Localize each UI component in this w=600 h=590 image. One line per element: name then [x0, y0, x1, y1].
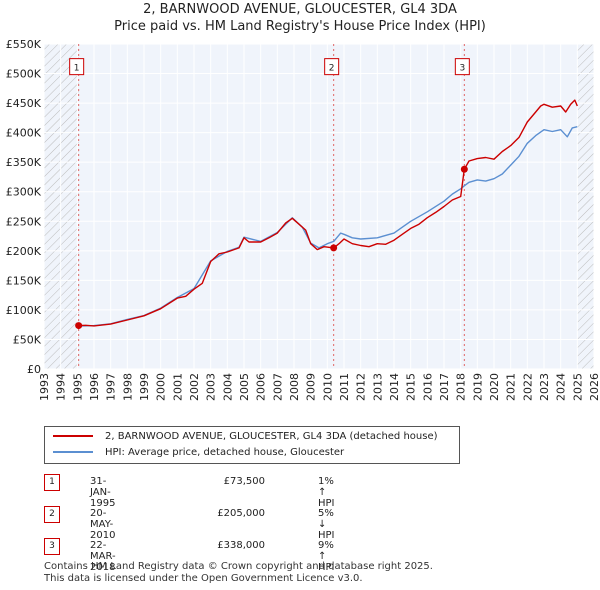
y-tick-label: £200K [6, 245, 42, 258]
transaction-label-text: 1 [74, 64, 80, 74]
transaction-marker-1: 1 [44, 474, 60, 491]
x-tick-label: 2014 [388, 373, 401, 401]
series-line-property [78, 99, 578, 327]
transaction-label-text: 3 [459, 64, 465, 74]
x-tick-label: 1995 [71, 373, 84, 401]
y-tick-label: £450K [6, 97, 42, 110]
footer-license: This data is licensed under the Open Gov… [44, 573, 363, 584]
transaction-price: £73,500 [223, 476, 265, 487]
plot-background [44, 44, 594, 369]
y-tick-label: £550K [6, 38, 42, 51]
transaction-point [460, 165, 468, 173]
x-tick-label: 2017 [438, 373, 451, 401]
transaction-price: £205,000 [217, 508, 265, 519]
transaction-point [75, 322, 83, 330]
x-tick-label: 2022 [521, 373, 534, 401]
x-tick-label: 1997 [105, 373, 118, 401]
transaction-label: 3 [454, 58, 470, 76]
x-tick-label: 2025 [571, 373, 584, 401]
x-tick-label: 1994 [55, 373, 68, 401]
y-tick-label: £500K [6, 68, 42, 81]
footer-copyright: Contains HM Land Registry data © Crown c… [44, 561, 433, 572]
x-tick-label: 2001 [171, 373, 184, 401]
x-tick-label: 2007 [271, 373, 284, 401]
transaction-label-box [69, 58, 85, 76]
x-tick-label: 2003 [205, 373, 218, 401]
x-tick-label: 2016 [421, 373, 434, 401]
y-tick-label: £100K [6, 304, 42, 317]
x-tick-label: 1998 [121, 373, 134, 401]
x-tick-label: 1996 [88, 373, 101, 401]
x-tick-label: 2015 [405, 373, 418, 401]
transaction-hpi: 9% ↑ HPI [318, 540, 335, 573]
legend-swatch-red [53, 435, 93, 437]
y-tick-label: £0 [27, 363, 41, 376]
x-tick-label: 2026 [588, 373, 600, 401]
hatched-area-after [577, 44, 594, 369]
x-tick-label: 2024 [555, 373, 568, 401]
y-tick-label: £400K [6, 127, 42, 140]
x-tick-label: 2010 [321, 373, 334, 401]
transaction-date: 22-MAR-2018 [90, 540, 116, 573]
x-tick-label: 2005 [238, 373, 251, 401]
chart-subtitle: Price paid vs. HM Land Registry's House … [114, 19, 486, 34]
x-tick-label: 2009 [305, 373, 318, 401]
transaction-label: 2 [324, 58, 340, 76]
legend-label-property: 2, BARNWOOD AVENUE, GLOUCESTER, GL4 3DA … [105, 431, 438, 442]
x-tick-label: 1999 [138, 373, 151, 401]
x-tick-label: 2011 [338, 373, 351, 401]
x-tick-label: 2023 [538, 373, 551, 401]
transaction-marker-3: 3 [44, 538, 60, 555]
y-tick-label: £300K [6, 186, 42, 199]
transaction-hpi: 1% ↑ HPI [318, 476, 335, 509]
transaction-label-box [324, 58, 340, 76]
y-tick-label: £50K [13, 333, 42, 346]
x-tick-label: 2008 [288, 373, 301, 401]
transaction-label-box [454, 58, 470, 76]
transaction-label: 1 [69, 58, 85, 76]
x-tick-label: 2004 [221, 373, 234, 401]
x-tick-label: 2000 [155, 373, 168, 401]
transaction-price: £338,000 [217, 540, 265, 551]
x-tick-label: 2020 [488, 373, 501, 401]
x-tick-label: 1993 [38, 373, 51, 401]
legend-item-property: 2, BARNWOOD AVENUE, GLOUCESTER, GL4 3DA … [53, 429, 438, 445]
transaction-point [330, 244, 338, 252]
transaction-hpi: 5% ↓ HPI [318, 508, 335, 541]
hatched-area-before [44, 44, 79, 369]
y-tick-label: £350K [6, 156, 42, 169]
price-chart: 1 2 3 £0 £50K £100K £150K £200K £250K £300K £350K £… [6, 38, 600, 401]
transaction-marker-2: 2 [44, 506, 60, 523]
transaction-date: 31-JAN-1995 [90, 476, 116, 509]
x-tick-label: 2013 [371, 373, 384, 401]
transaction-label-text: 2 [329, 64, 335, 74]
y-tick-label: £150K [6, 274, 42, 287]
transaction-date: 20-MAY-2010 [90, 508, 116, 541]
x-tick-label: 2019 [471, 373, 484, 401]
x-tick-label: 2002 [188, 373, 201, 401]
x-tick-label: 2006 [255, 373, 268, 401]
legend-item-hpi: HPI: Average price, detached house, Glou… [53, 445, 344, 461]
legend: 2, BARNWOOD AVENUE, GLOUCESTER, GL4 3DA … [44, 426, 460, 464]
x-tick-label: 2012 [355, 373, 368, 401]
series-line-hpi [78, 126, 578, 327]
chart-title: 2, BARNWOOD AVENUE, GLOUCESTER, GL4 3DA [143, 2, 457, 17]
y-tick-label: £250K [6, 215, 42, 228]
x-tick-label: 2021 [505, 373, 518, 401]
legend-swatch-blue [53, 451, 93, 453]
x-tick-label: 2018 [455, 373, 468, 401]
legend-label-hpi: HPI: Average price, detached house, Glou… [105, 447, 345, 458]
